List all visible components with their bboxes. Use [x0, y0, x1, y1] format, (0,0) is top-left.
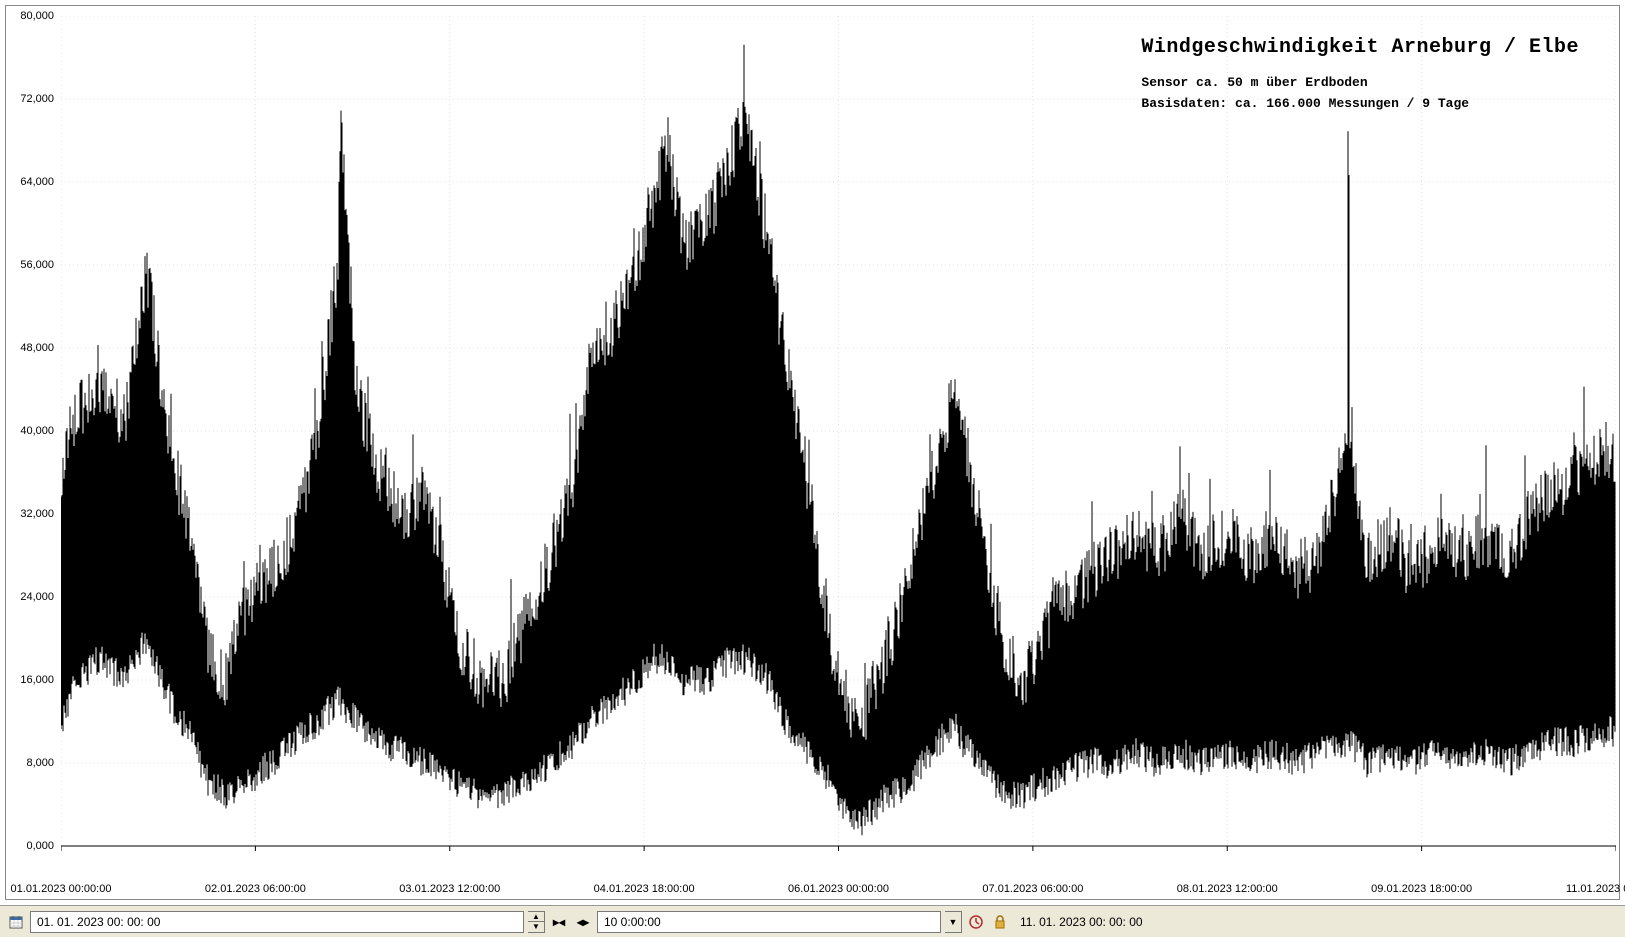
- start-time-spinner[interactable]: ▲▼: [528, 911, 545, 933]
- lock-icon[interactable]: [990, 912, 1010, 932]
- y-tick-label: 80,000: [4, 10, 54, 22]
- x-tick-label: 08.01.2023 12:00:00: [1177, 883, 1278, 895]
- timespan-input[interactable]: 10 0:00:00: [597, 911, 941, 933]
- x-tick-label: 02.01.2023 06:00:00: [205, 883, 306, 895]
- plot-area[interactable]: [61, 16, 1616, 871]
- x-tick-label: 07.01.2023 06:00:00: [982, 883, 1083, 895]
- y-tick-label: 64,000: [4, 176, 54, 188]
- step-expand-icon[interactable]: ◂▸: [573, 912, 593, 932]
- chart-panel: Windgeschwindigkeit Arneburg / Elbe Sens…: [5, 5, 1620, 900]
- calendar-icon[interactable]: [6, 912, 26, 932]
- x-tick-label: 04.01.2023 18:00:00: [594, 883, 695, 895]
- step-forward-icon[interactable]: ▸◂: [549, 912, 569, 932]
- x-tick-label: 09.01.2023 18:00:00: [1371, 883, 1472, 895]
- y-tick-label: 72,000: [4, 93, 54, 105]
- y-tick-label: 40,000: [4, 425, 54, 437]
- timeseries-svg: [61, 16, 1616, 871]
- clock-icon[interactable]: [966, 912, 986, 932]
- timespan-dropdown-icon[interactable]: ▼: [945, 911, 962, 933]
- y-tick-label: 32,000: [4, 508, 54, 520]
- y-tick-label: 16,000: [4, 674, 54, 686]
- y-tick-label: 0,000: [4, 840, 54, 852]
- y-tick-label: 48,000: [4, 342, 54, 354]
- y-tick-label: 56,000: [4, 259, 54, 271]
- end-time-text: 11. 01. 2023 00: 00: 00: [1020, 915, 1143, 929]
- x-tick-label: 06.01.2023 00:00:00: [788, 883, 889, 895]
- timespan-value: 10 0:00:00: [604, 915, 661, 929]
- x-tick-label: 03.01.2023 12:00:00: [399, 883, 500, 895]
- start-time-input[interactable]: 01. 01. 2023 00: 00: 00: [30, 911, 524, 933]
- time-toolbar: 01. 01. 2023 00: 00: 00 ▲▼ ▸◂ ◂▸ 10 0:00…: [0, 905, 1625, 937]
- start-time-value: 01. 01. 2023 00: 00: 00: [37, 915, 160, 929]
- x-tick-label: 01.01.2023 00:00:00: [11, 883, 112, 895]
- y-tick-label: 8,000: [4, 757, 54, 769]
- y-tick-label: 24,000: [4, 591, 54, 603]
- x-tick-label: 11.01.2023 00:00:00: [1566, 883, 1625, 895]
